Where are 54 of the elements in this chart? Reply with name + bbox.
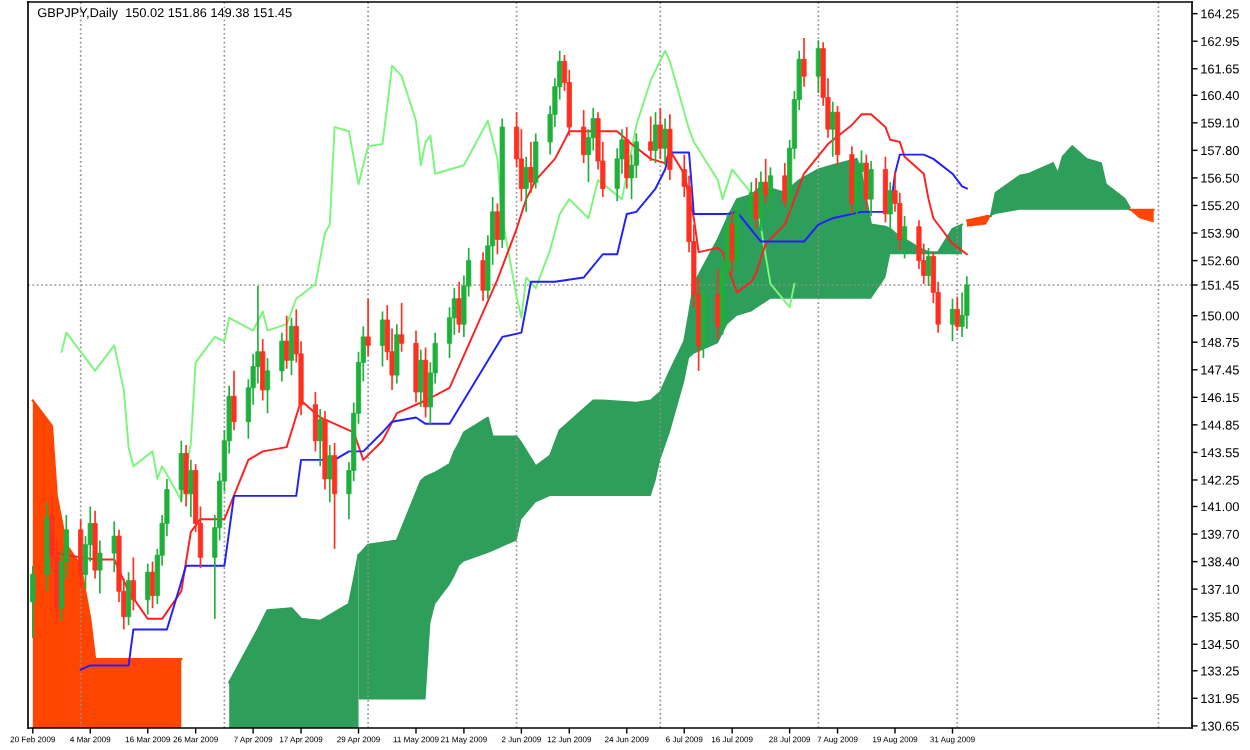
candlestick bbox=[528, 141, 534, 194]
candlestick bbox=[423, 346, 429, 419]
candlestick bbox=[130, 556, 136, 612]
candlestick bbox=[365, 297, 371, 357]
candlestick bbox=[830, 100, 836, 158]
candlestick bbox=[902, 215, 908, 260]
candlestick bbox=[648, 115, 654, 162]
candlestick bbox=[767, 166, 774, 213]
candlestick bbox=[954, 295, 960, 332]
candlestick bbox=[394, 323, 400, 385]
candlestick bbox=[667, 113, 673, 181]
candlestick bbox=[178, 439, 184, 504]
line-series bbox=[60, 49, 796, 502]
candlestick bbox=[317, 408, 323, 468]
candlestick bbox=[30, 565, 36, 639]
candlestick bbox=[782, 162, 788, 209]
candlestick bbox=[260, 338, 266, 402]
candlestick bbox=[925, 247, 932, 287]
candlestick bbox=[581, 109, 587, 164]
candlestick bbox=[284, 314, 290, 370]
candlestick bbox=[264, 357, 271, 415]
candlestick bbox=[92, 509, 98, 580]
candlestick bbox=[753, 177, 759, 230]
candlestick bbox=[279, 331, 285, 383]
candlestick bbox=[887, 181, 893, 230]
candlestick bbox=[834, 105, 841, 167]
candlestick bbox=[863, 153, 869, 211]
candlestick bbox=[480, 251, 486, 302]
candlestick bbox=[868, 160, 874, 217]
candlestick bbox=[657, 107, 663, 160]
candlestick bbox=[111, 520, 117, 574]
candlestick bbox=[188, 459, 194, 518]
candlestick bbox=[97, 539, 103, 595]
candlestick bbox=[715, 268, 721, 340]
candlestick bbox=[801, 37, 807, 88]
candlestick bbox=[964, 275, 970, 330]
candlestick bbox=[662, 117, 668, 167]
candlestick bbox=[331, 442, 338, 550]
candlestick bbox=[126, 571, 132, 627]
candlestick bbox=[763, 158, 769, 205]
candlestick bbox=[456, 280, 462, 334]
candlestick bbox=[624, 126, 630, 190]
candlestick bbox=[183, 444, 189, 508]
candlestick bbox=[418, 348, 424, 408]
candlestick bbox=[533, 132, 539, 190]
candlestick bbox=[758, 170, 764, 232]
candlestick bbox=[149, 560, 156, 610]
candlestick bbox=[145, 562, 151, 616]
candlestick bbox=[523, 155, 529, 213]
candlestick bbox=[78, 518, 84, 588]
candlestick bbox=[399, 302, 405, 353]
candlestick bbox=[729, 211, 735, 275]
candlestick bbox=[231, 369, 237, 432]
candlestick bbox=[327, 444, 333, 504]
